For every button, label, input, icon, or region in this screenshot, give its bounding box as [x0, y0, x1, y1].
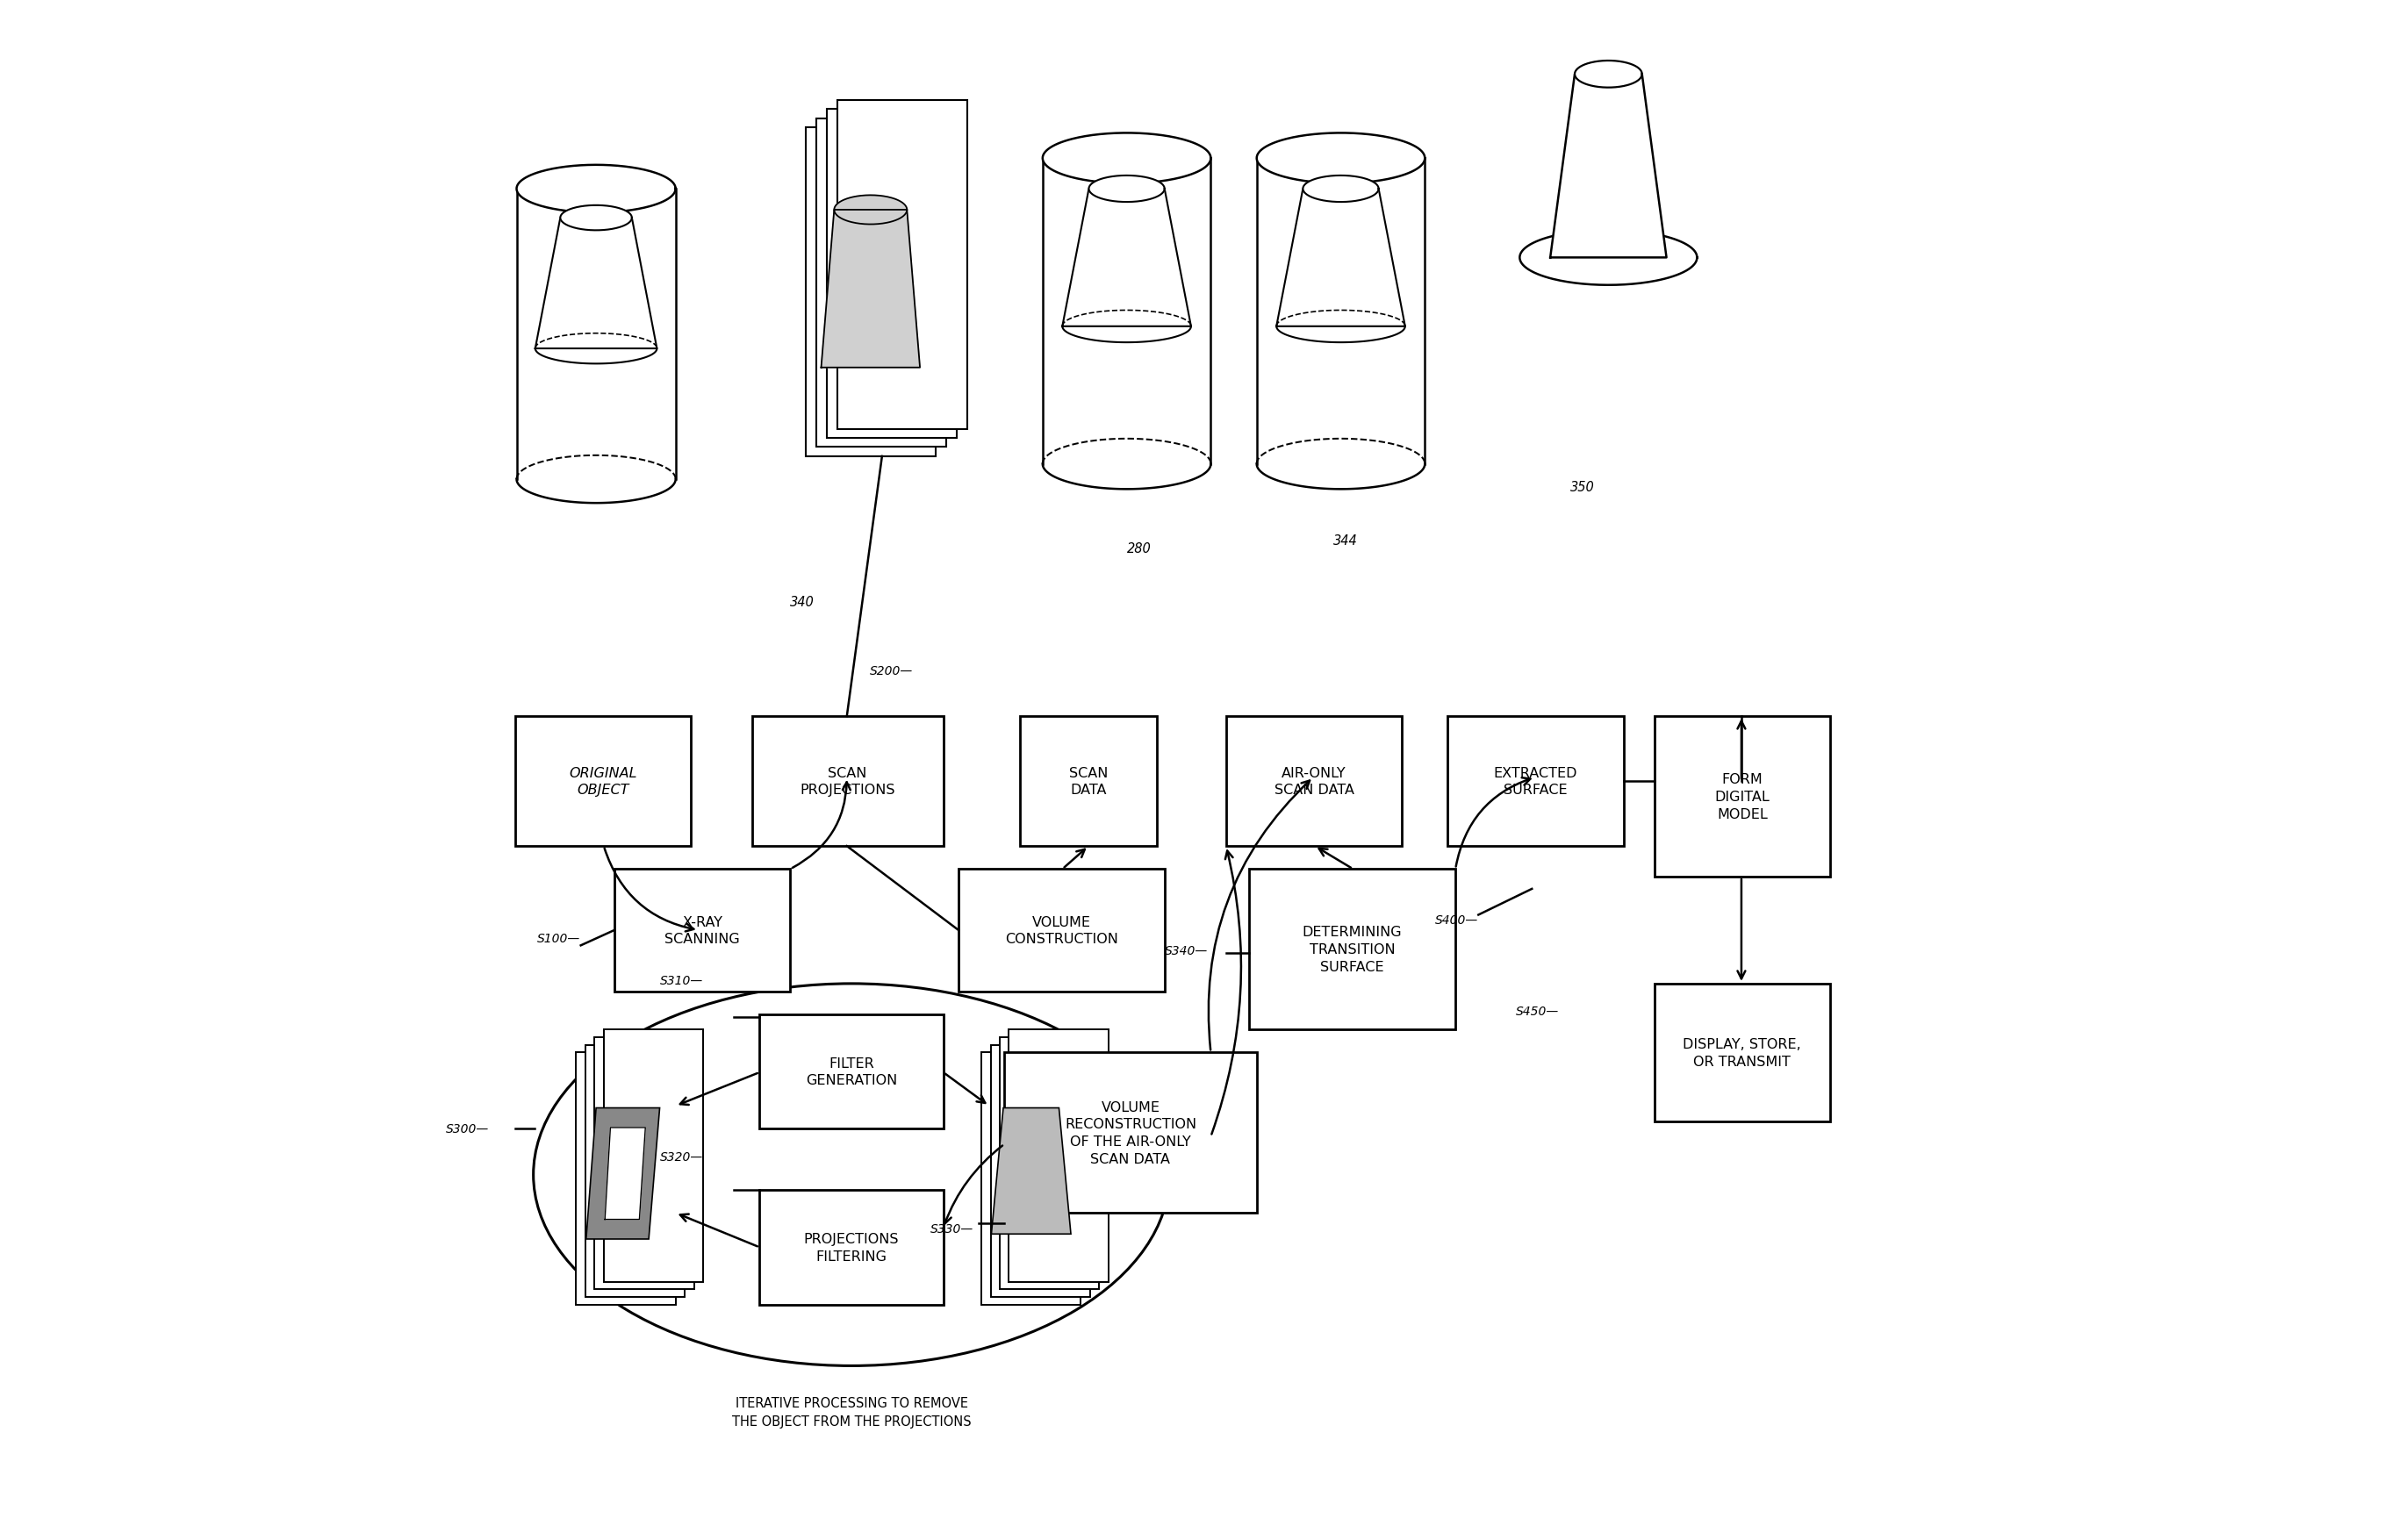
Polygon shape — [516, 189, 677, 480]
Polygon shape — [1042, 159, 1210, 465]
FancyBboxPatch shape — [1655, 984, 1829, 1121]
Polygon shape — [1549, 75, 1667, 259]
Text: SCAN
DATA: SCAN DATA — [1069, 767, 1107, 796]
Text: X-RAY
SCANNING: X-RAY SCANNING — [665, 915, 739, 946]
Text: S450—: S450— — [1516, 1006, 1559, 1018]
Polygon shape — [586, 1109, 660, 1240]
FancyBboxPatch shape — [1248, 869, 1456, 1030]
Polygon shape — [992, 1109, 1071, 1234]
Polygon shape — [1042, 134, 1210, 185]
FancyBboxPatch shape — [576, 1053, 677, 1304]
Text: EXTRACTED
SURFACE: EXTRACTED SURFACE — [1494, 767, 1578, 796]
FancyBboxPatch shape — [760, 1190, 942, 1304]
Text: PROJECTIONS
FILTERING: PROJECTIONS FILTERING — [803, 1232, 899, 1263]
FancyBboxPatch shape — [1019, 716, 1157, 847]
Text: VOLUME
CONSTRUCTION: VOLUME CONSTRUCTION — [1004, 915, 1119, 946]
Text: S340—: S340— — [1164, 944, 1207, 956]
Polygon shape — [536, 219, 658, 350]
Text: SCAN
PROJECTIONS: SCAN PROJECTIONS — [801, 767, 894, 796]
Text: 344: 344 — [1334, 534, 1358, 547]
Polygon shape — [559, 206, 631, 231]
Polygon shape — [834, 196, 906, 225]
FancyBboxPatch shape — [753, 716, 942, 847]
Text: 340: 340 — [791, 596, 815, 608]
FancyBboxPatch shape — [514, 716, 691, 847]
Text: S300—: S300— — [445, 1123, 490, 1135]
Text: FILTER
GENERATION: FILTER GENERATION — [806, 1056, 897, 1087]
Text: ORIGINAL
OBJECT: ORIGINAL OBJECT — [569, 767, 636, 796]
FancyBboxPatch shape — [806, 128, 935, 457]
FancyBboxPatch shape — [837, 100, 968, 430]
Text: S100—: S100— — [538, 932, 581, 944]
Text: S310—: S310— — [660, 975, 703, 987]
FancyBboxPatch shape — [990, 1046, 1090, 1297]
Text: S320—: S320— — [660, 1150, 703, 1163]
Text: FORM
DIGITAL
MODEL: FORM DIGITAL MODEL — [1714, 773, 1769, 821]
FancyBboxPatch shape — [603, 1030, 703, 1281]
Polygon shape — [516, 166, 677, 213]
FancyBboxPatch shape — [827, 109, 956, 439]
Polygon shape — [1258, 134, 1425, 185]
Text: S400—: S400— — [1435, 913, 1478, 926]
Polygon shape — [1576, 62, 1643, 88]
Polygon shape — [1521, 231, 1698, 286]
FancyBboxPatch shape — [1227, 716, 1401, 847]
Text: DISPLAY, STORE,
OR TRANSMIT: DISPLAY, STORE, OR TRANSMIT — [1683, 1038, 1800, 1067]
Text: ITERATIVE PROCESSING TO REMOVE
THE OBJECT FROM THE PROJECTIONS: ITERATIVE PROCESSING TO REMOVE THE OBJEC… — [732, 1397, 971, 1428]
Polygon shape — [605, 1127, 646, 1220]
Polygon shape — [1303, 176, 1380, 203]
Text: AIR-ONLY
SCAN DATA: AIR-ONLY SCAN DATA — [1274, 767, 1353, 796]
FancyBboxPatch shape — [999, 1038, 1100, 1289]
Text: 350: 350 — [1571, 480, 1595, 494]
FancyBboxPatch shape — [1655, 716, 1829, 876]
Polygon shape — [1258, 159, 1425, 465]
FancyBboxPatch shape — [595, 1038, 693, 1289]
FancyBboxPatch shape — [959, 869, 1164, 992]
Polygon shape — [1062, 189, 1191, 326]
FancyBboxPatch shape — [1449, 716, 1623, 847]
FancyBboxPatch shape — [980, 1053, 1081, 1304]
FancyBboxPatch shape — [1009, 1030, 1109, 1281]
Polygon shape — [1277, 189, 1406, 326]
FancyBboxPatch shape — [614, 869, 791, 992]
Text: 280: 280 — [1126, 542, 1150, 554]
FancyBboxPatch shape — [760, 1015, 942, 1129]
Polygon shape — [1088, 176, 1164, 203]
FancyBboxPatch shape — [815, 119, 947, 448]
Text: DETERMINING
TRANSITION
SURFACE: DETERMINING TRANSITION SURFACE — [1303, 926, 1401, 973]
Text: S330—: S330— — [930, 1223, 973, 1235]
FancyBboxPatch shape — [586, 1046, 684, 1297]
FancyBboxPatch shape — [1004, 1053, 1258, 1214]
Polygon shape — [820, 211, 921, 368]
Text: VOLUME
RECONSTRUCTION
OF THE AIR-ONLY
SCAN DATA: VOLUME RECONSTRUCTION OF THE AIR-ONLY SC… — [1064, 1100, 1196, 1166]
Text: S200—: S200— — [870, 665, 913, 678]
